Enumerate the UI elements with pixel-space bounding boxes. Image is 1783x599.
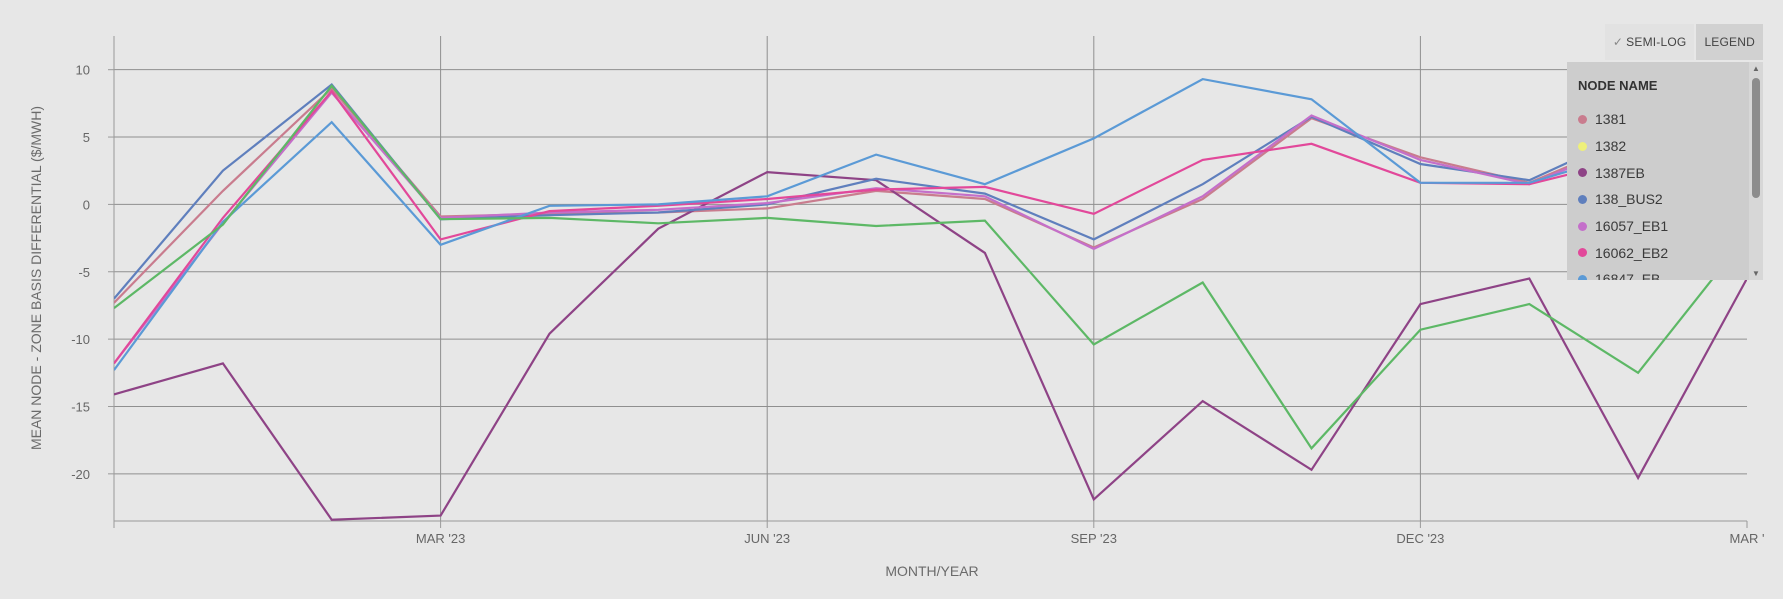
legend-dot-icon <box>1578 142 1587 151</box>
legend-item-label: 16062_EB2 <box>1595 245 1668 261</box>
semilog-label: SEMI-LOG <box>1626 35 1686 49</box>
legend-item-label: 1387EB <box>1595 165 1645 181</box>
legend-item[interactable]: 138_BUS2 <box>1578 186 1668 213</box>
legend-list: 1381 1382 1387EB 138_BUS2 16057_EB1 16062_EB2… <box>1578 106 1668 280</box>
series-lines <box>114 79 1747 520</box>
scroll-down-icon[interactable]: ▼ <box>1752 269 1760 278</box>
x-axis-title: MONTH/YEAR <box>885 563 978 579</box>
semilog-toggle[interactable]: ✓ SEMI-LOG <box>1605 24 1695 60</box>
x-tick-label: SEP '23 <box>1071 531 1117 546</box>
y-tick-label: -15 <box>71 399 90 414</box>
legend-item[interactable]: 1382 <box>1578 133 1668 160</box>
x-tick-label: DEC '23 <box>1396 531 1444 546</box>
scrollbar-thumb[interactable] <box>1752 78 1760 198</box>
y-tick-label: 10 <box>76 63 90 78</box>
legend-dot-icon <box>1578 248 1587 257</box>
y-tick-label: -10 <box>71 332 90 347</box>
scroll-up-icon[interactable]: ▲ <box>1752 64 1760 73</box>
check-icon: ✓ <box>1613 35 1623 49</box>
legend-dot-icon <box>1578 195 1587 204</box>
legend-dot-icon <box>1578 222 1587 231</box>
series-line <box>114 91 1747 363</box>
y-axis-title: MEAN NODE - ZONE BASIS DIFFERENTIAL ($/M… <box>28 106 44 450</box>
y-tick-label: -5 <box>78 265 90 280</box>
legend-scrollbar[interactable]: ▲ ▼ <box>1749 62 1763 280</box>
legend-dot-icon <box>1578 168 1587 177</box>
chart-toolbar: ✓ SEMI-LOG LEGEND <box>1605 24 1763 60</box>
legend-item[interactable]: 1381 <box>1578 106 1668 133</box>
legend-dot-icon <box>1578 115 1587 124</box>
legend-panel: NODE NAME 1381 1382 1387EB 138_BUS2 16057_EB… <box>1567 62 1763 280</box>
axes <box>108 36 1747 528</box>
y-tick-label: 0 <box>83 197 90 212</box>
legend-dot-icon <box>1578 275 1587 280</box>
x-tick-label: MAR '23 <box>416 531 465 546</box>
legend-item[interactable]: 16062_EB2 <box>1578 239 1668 266</box>
legend-button-label: LEGEND <box>1704 35 1755 49</box>
legend-item-label: 1381 <box>1595 111 1626 127</box>
series-line <box>114 93 1747 364</box>
legend-title: NODE NAME <box>1578 78 1657 93</box>
grid-lines <box>114 36 1747 521</box>
legend-item-label: 16847_EB <box>1595 271 1660 280</box>
y-tick-label: 5 <box>83 130 90 145</box>
y-tick-label: -20 <box>71 467 90 482</box>
legend-item[interactable]: 1387EB <box>1578 159 1668 186</box>
legend-item-label: 1382 <box>1595 138 1626 154</box>
legend-item-label: 138_BUS2 <box>1595 191 1663 207</box>
x-tick-label: MAR ' <box>1730 531 1765 546</box>
legend-item-label: 16057_EB1 <box>1595 218 1668 234</box>
series-line <box>114 86 1747 449</box>
legend-item[interactable]: 16847_EB <box>1578 266 1668 280</box>
x-tick-label: JUN '23 <box>744 531 790 546</box>
legend-item[interactable]: 16057_EB1 <box>1578 213 1668 240</box>
legend-toggle-button[interactable]: LEGEND <box>1696 24 1763 60</box>
